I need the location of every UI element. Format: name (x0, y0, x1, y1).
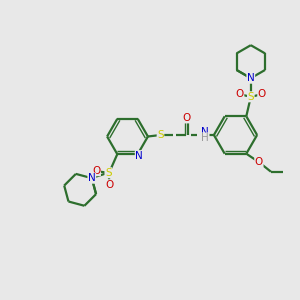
Text: N: N (201, 127, 209, 137)
Text: O: O (258, 89, 266, 99)
Text: N: N (247, 73, 255, 83)
Text: O: O (236, 89, 244, 99)
Text: O: O (255, 157, 263, 167)
Text: N: N (88, 173, 96, 183)
Text: S: S (105, 168, 112, 178)
Text: N: N (135, 151, 143, 161)
Text: H: H (201, 133, 209, 143)
Text: S: S (248, 92, 254, 102)
Text: S: S (157, 130, 164, 140)
Text: O: O (183, 113, 191, 123)
Text: O: O (106, 180, 114, 190)
Text: O: O (92, 166, 100, 176)
